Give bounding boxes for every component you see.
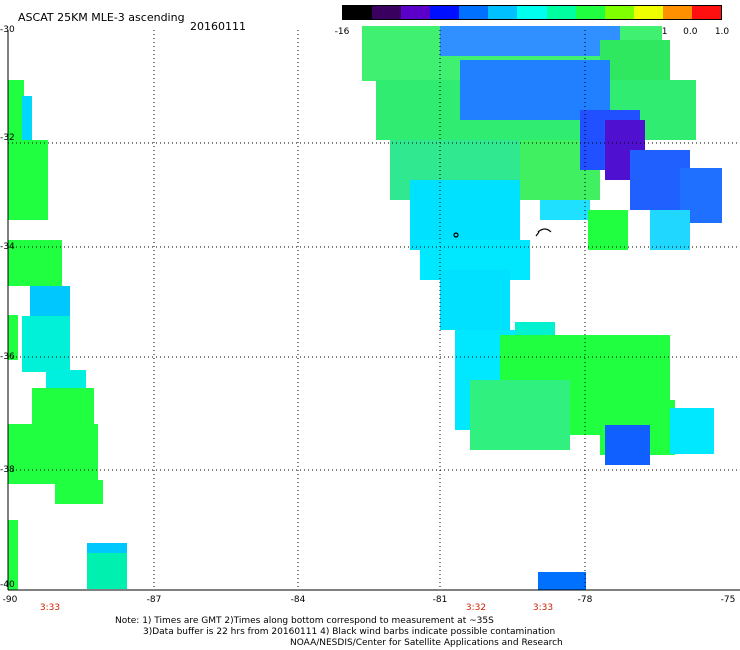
colorbar-label: -16 xyxy=(334,27,350,37)
lat-label: -38 xyxy=(0,465,15,475)
colorbar-label: 0.0 xyxy=(683,27,698,37)
map-frame xyxy=(7,30,740,591)
pass-time: 3:32 xyxy=(465,603,487,613)
colorbar-swatch xyxy=(488,6,518,19)
wind-barb-icon xyxy=(453,228,552,238)
colorbar-swatch xyxy=(633,6,663,19)
footer-note-3: NOAA/NESDIS/Center for Satellite Applica… xyxy=(290,638,563,648)
lon-label: -90 xyxy=(2,595,18,605)
lon-label: -81 xyxy=(432,595,448,605)
lon-label: -84 xyxy=(290,595,306,605)
colorbar-swatch xyxy=(575,6,605,19)
colorbar-swatch xyxy=(401,6,431,19)
lat-label: -40 xyxy=(0,580,15,590)
lon-label: -87 xyxy=(146,595,162,605)
west-swath xyxy=(8,80,127,590)
colorbar-swatch xyxy=(517,6,547,19)
lon-label: -75 xyxy=(720,595,736,605)
colorbar-label: 1.0 xyxy=(714,27,730,37)
colorbar-swatch xyxy=(459,6,489,19)
colorbar-swatch xyxy=(343,6,373,19)
lon-label: -78 xyxy=(577,595,593,605)
east-swath xyxy=(362,26,722,590)
colorbar-swatch xyxy=(662,6,692,19)
lat-label: -32 xyxy=(0,133,15,143)
lat-label: -30 xyxy=(0,25,15,35)
product-title: ASCAT 25KM MLE-3 ascending xyxy=(18,11,185,24)
footer-note-2: 3)Data buffer is 22 hrs from 20160111 4)… xyxy=(143,627,556,637)
colorbar xyxy=(342,5,722,20)
colorbar-swatch xyxy=(546,6,576,19)
colorbar-swatch xyxy=(691,6,722,19)
lat-label: -34 xyxy=(0,242,15,252)
colorbar-swatch xyxy=(430,6,460,19)
lat-label: -36 xyxy=(0,352,15,362)
colorbar-swatch xyxy=(372,6,402,19)
pass-time: 3:33 xyxy=(39,603,61,613)
colorbar-swatch xyxy=(604,6,634,19)
pass-time: 3:33 xyxy=(532,603,554,613)
footer-note-1: Note: 1) Times are GMT 2)Times along bot… xyxy=(115,616,494,626)
product-date: 20160111 xyxy=(190,20,246,33)
grid-lines xyxy=(8,30,740,590)
